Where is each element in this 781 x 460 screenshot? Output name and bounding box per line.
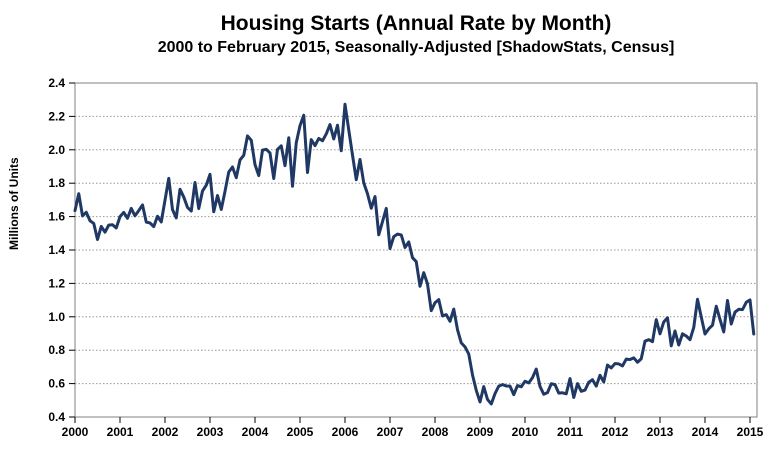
- x-tick-label: 2015: [737, 425, 764, 439]
- x-tick-label: 2004: [242, 425, 269, 439]
- y-tick-label: 2.4: [48, 76, 65, 90]
- y-tick-label: 1.8: [48, 176, 65, 190]
- x-tick-label: 2011: [557, 425, 583, 439]
- y-tick-label: 1.4: [48, 243, 65, 257]
- y-tick-label: 2.0: [48, 143, 65, 157]
- y-tick-label: 0.4: [48, 410, 65, 424]
- data-line-housing-starts: [73, 102, 756, 406]
- x-tick-label: 2006: [332, 425, 359, 439]
- x-tick-label: 2003: [197, 425, 224, 439]
- x-tick-label: 2013: [647, 425, 674, 439]
- y-tick-label: 2.2: [48, 109, 65, 123]
- x-tick-label: 2001: [107, 425, 134, 439]
- chart-subtitle: 2000 to February 2015, Seasonally-Adjust…: [157, 39, 675, 56]
- x-tick-label: 2008: [422, 425, 449, 439]
- y-tick-label: 0.8: [48, 343, 65, 357]
- x-tick-label: 2009: [467, 425, 494, 439]
- y-axis: 0.4 0.6 0.8 1.0 1.2 1.4 1.6 1.8 2.0 2.2 2.4: [48, 76, 75, 424]
- gridlines: [75, 115, 757, 385]
- x-tick-label: 2002: [152, 425, 179, 439]
- x-tick-label: 2000: [62, 425, 89, 439]
- y-tick-label: 1.2: [48, 276, 65, 290]
- x-tick-label: 2014: [692, 425, 719, 439]
- x-tick-label: 2005: [287, 425, 314, 439]
- x-tick-label: 2010: [512, 425, 539, 439]
- chart-title: Housing Starts (Annual Rate by Month): [220, 12, 612, 35]
- x-tick-label: 2012: [602, 425, 629, 439]
- x-tick-label: 2007: [377, 425, 404, 439]
- x-axis: 2000 2001 2002 2003 2004 2005 2006 2007 2008 2009…: [62, 417, 764, 439]
- y-tick-label: 1.6: [48, 210, 65, 224]
- y-tick-label: 0.6: [48, 377, 65, 391]
- y-tick-label: 1.0: [48, 310, 65, 324]
